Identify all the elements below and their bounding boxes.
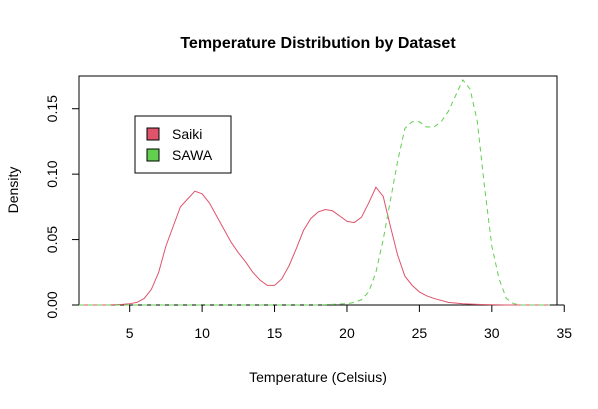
chart-title: Temperature Distribution by Dataset (180, 35, 456, 52)
y-axis-label: Density (5, 167, 21, 214)
x-tick-label: 15 (267, 325, 283, 341)
series-line-saiki (79, 186, 550, 306)
legend-swatch-saiki (146, 127, 160, 141)
series-layer (79, 78, 550, 306)
legend: Saiki SAWA (134, 115, 232, 174)
y-tick-label: 0.15 (44, 95, 60, 122)
x-tick-label: 25 (412, 325, 428, 341)
y-tick-label: 0.05 (44, 226, 60, 253)
x-tick-label: 10 (194, 325, 210, 341)
y-tick-label: 0.10 (44, 160, 60, 187)
series-line-sawa (79, 78, 550, 306)
x-tick-label: 5 (126, 325, 134, 341)
x-tick-label: 30 (484, 325, 500, 341)
x-tick-label: 35 (556, 325, 572, 341)
legend-label-sawa: SAWA (172, 147, 213, 163)
y-axis: 0.00 0.05 0.10 0.15 (44, 95, 80, 319)
legend-swatch-sawa (146, 148, 160, 162)
x-tick-label: 20 (339, 325, 355, 341)
legend-label-saiki: Saiki (172, 126, 202, 142)
y-tick-label: 0.00 (44, 291, 60, 318)
legend-box (134, 115, 232, 174)
x-axis-label: Temperature (Celsius) (249, 369, 387, 385)
